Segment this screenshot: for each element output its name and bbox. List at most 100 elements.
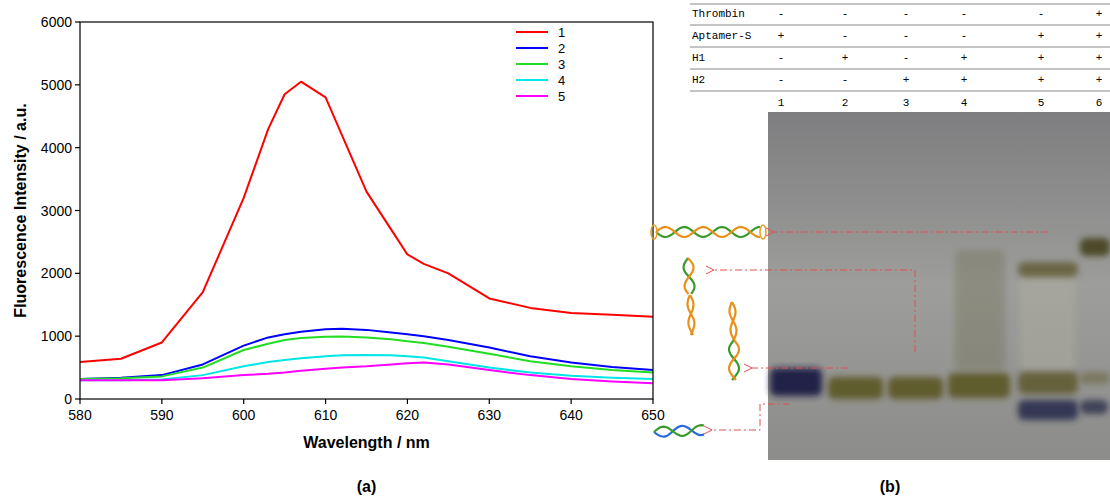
dashed-arrow: [774, 232, 1048, 233]
cell: -: [961, 8, 968, 20]
dna-strand: [731, 302, 736, 340]
y-tick: [75, 147, 80, 148]
dna-loop: [651, 225, 657, 239]
x-tick: [571, 399, 572, 404]
dna-strand: [654, 426, 704, 437]
gel-band: [1080, 372, 1110, 384]
cell: +: [1038, 30, 1045, 42]
row-label: Thrombin: [692, 8, 745, 20]
x-tick: [652, 399, 653, 404]
cell: +: [1096, 52, 1103, 64]
x-tick-label: 610: [314, 407, 338, 423]
cell: -: [842, 30, 849, 42]
gel-band: [1080, 238, 1110, 256]
gel-image: [768, 112, 1110, 460]
x-tick-label: 630: [478, 407, 502, 423]
table-rule: [690, 91, 1110, 92]
dna-strand: [656, 227, 760, 237]
legend-label: 1: [558, 25, 565, 40]
series-line: [80, 329, 653, 379]
y-tick: [75, 336, 80, 337]
cell: -: [778, 8, 785, 20]
y-tick: [75, 21, 80, 22]
dna-strand: [730, 302, 737, 340]
figure: 0100020003000400050006000580590600610620…: [0, 0, 1110, 500]
dna-loop: [760, 225, 766, 239]
dna-strand: [688, 295, 695, 335]
cell: +: [961, 52, 968, 64]
dna-strand: [656, 227, 760, 237]
cell: -: [903, 30, 910, 42]
legend-swatch: [516, 95, 548, 97]
panel-label: (b): [880, 478, 900, 495]
cell: +: [1038, 52, 1045, 64]
gel-band: [1018, 262, 1078, 277]
gel-band: [1020, 275, 1075, 370]
series-line: [80, 355, 653, 380]
cell: +: [1038, 74, 1045, 86]
dna-strand: [688, 295, 693, 335]
table-rule: [690, 69, 1110, 70]
dna-strand: [729, 340, 739, 380]
cell: +: [1096, 74, 1103, 86]
cell: +: [1096, 8, 1103, 20]
cell: -: [903, 8, 910, 20]
cell: +: [961, 74, 968, 86]
legend-swatch: [516, 47, 548, 49]
cell: +: [1096, 30, 1103, 42]
gel-band: [955, 250, 1005, 370]
y-tick-label: 5000: [41, 77, 72, 93]
dashed-arrow: [752, 368, 848, 369]
y-tick: [75, 84, 80, 85]
gel-band: [888, 377, 943, 399]
cell: -: [842, 8, 849, 20]
y-tick: [75, 398, 80, 399]
lane-number: 3: [903, 97, 910, 109]
x-tick-label: 600: [232, 407, 256, 423]
legend-label: 3: [558, 57, 565, 72]
legend-swatch: [516, 31, 548, 33]
y-tick-label: 6000: [41, 14, 72, 30]
y-tick-label: 3000: [41, 203, 72, 219]
plot-lines: [80, 82, 653, 384]
y-tick-label: 0: [64, 391, 72, 407]
series-line: [80, 363, 653, 384]
table-rule: [690, 47, 1110, 48]
lane-number: 1: [778, 97, 785, 109]
legend-swatch: [516, 79, 548, 81]
y-tick: [75, 273, 80, 274]
x-tick-label: 650: [641, 407, 665, 423]
y-tick-label: 2000: [41, 265, 72, 281]
legend-label: 2: [558, 41, 565, 56]
panel-label: (a): [357, 478, 377, 495]
gel-band: [1018, 400, 1078, 420]
table-rule: [690, 4, 1110, 5]
x-tick-label: 640: [559, 407, 583, 423]
cell: +: [903, 74, 910, 86]
dna-strand: [729, 340, 739, 380]
x-tick: [489, 399, 490, 404]
gel-band: [1018, 372, 1078, 394]
cell: +: [842, 52, 849, 64]
dashed-arrow: [712, 404, 790, 430]
x-tick: [161, 399, 162, 404]
row-label: H1: [692, 52, 706, 64]
cell: -: [1038, 8, 1045, 20]
dna-strand: [684, 258, 695, 294]
cell: +: [778, 30, 785, 42]
lane-number: 2: [842, 97, 849, 109]
lane-number: 6: [1096, 97, 1103, 109]
x-tick: [407, 399, 408, 404]
series-line: [80, 336, 653, 378]
dna-strand: [685, 258, 694, 294]
cell: -: [778, 74, 785, 86]
dna-strand: [654, 425, 704, 436]
y-tick-label: 4000: [41, 140, 72, 156]
x-tick-label: 590: [150, 407, 174, 423]
lane-number: 5: [1038, 97, 1045, 109]
cell: -: [842, 74, 849, 86]
plot-frame: [80, 22, 653, 399]
gel-band: [948, 373, 1010, 398]
cell: -: [961, 30, 968, 42]
series-line: [80, 82, 653, 362]
